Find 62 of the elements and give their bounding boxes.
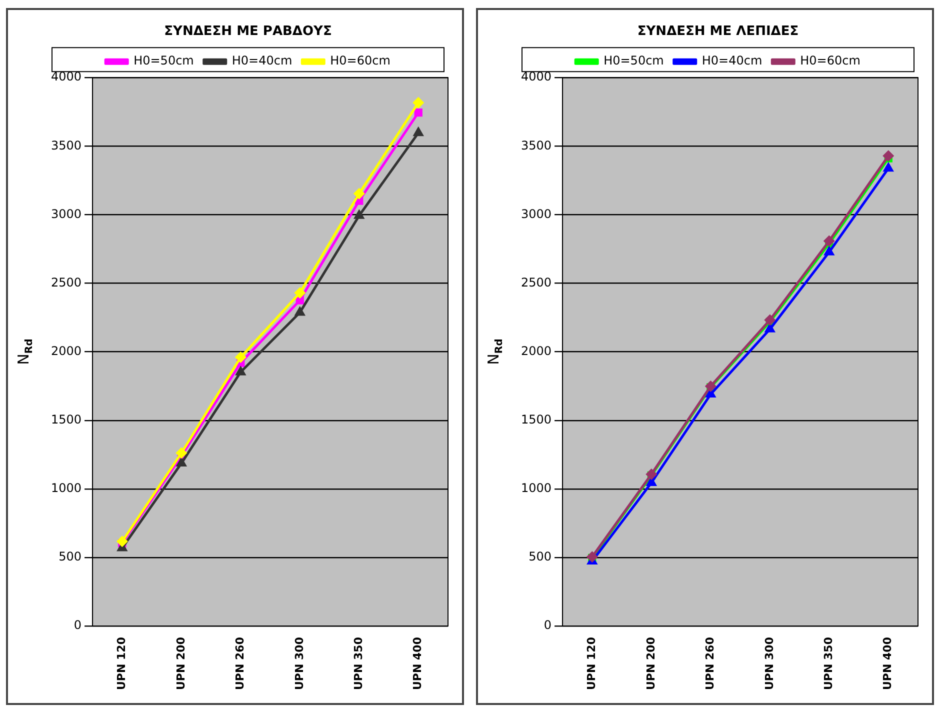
- y-tick-label: 3000: [520, 206, 552, 221]
- y-tick-label: 1000: [520, 481, 552, 496]
- point: [765, 324, 775, 332]
- x-tick-label: UPN 260: [234, 636, 247, 690]
- y-tick-label: 3500: [520, 138, 552, 152]
- y-tick-label: 1500: [520, 412, 552, 426]
- legend-label: H0=40cm: [232, 54, 292, 68]
- point: [414, 108, 422, 117]
- point: [414, 128, 424, 136]
- x-tick-label: UPN 260: [704, 636, 717, 690]
- y-tick-label: 2500: [50, 275, 82, 290]
- point: [883, 150, 894, 162]
- point: [764, 314, 776, 326]
- x-tick-label: UPN 200: [174, 636, 188, 690]
- point: [176, 458, 186, 467]
- x-tick-label: UPN 400: [881, 636, 894, 690]
- x-tick-label: UPN 200: [644, 636, 658, 690]
- y-tick-label: 1000: [50, 481, 82, 496]
- point: [413, 97, 424, 108]
- x-tick-label: UPN 350: [352, 636, 365, 690]
- point: [296, 296, 304, 304]
- x-tick-label: UPN 300: [292, 636, 306, 690]
- y-tick-label: 0: [74, 618, 82, 632]
- legend-label: H0=50cm: [604, 54, 664, 68]
- chart-title: ΣΥΝΔΕΣΗ ΜΕ ΡΑΒΔΟΥΣ: [164, 24, 332, 40]
- y-tick-label: 3500: [50, 138, 82, 152]
- y-axis-title: NRd: [14, 338, 36, 365]
- legend-label: H0=60cm: [800, 54, 860, 68]
- y-tick-label: 4000: [520, 70, 552, 84]
- legend-label: H0=40cm: [702, 54, 762, 68]
- y-tick-label: 0: [544, 618, 552, 632]
- point: [646, 477, 656, 486]
- y-tick-label: 3000: [50, 206, 82, 221]
- y-tick-label: 500: [528, 550, 552, 564]
- legend-label: H0=50cm: [134, 54, 194, 68]
- x-tick-label: UPN 300: [762, 636, 776, 690]
- point: [354, 210, 364, 219]
- y-tick-label: 2500: [520, 275, 552, 290]
- point: [706, 389, 716, 398]
- point: [236, 366, 246, 376]
- point: [295, 307, 305, 316]
- point: [884, 163, 894, 172]
- point: [824, 236, 834, 246]
- point: [705, 380, 716, 392]
- y-axis-title: NRd: [484, 338, 506, 365]
- x-tick-label: UPN 120: [115, 636, 128, 690]
- x-tick-label: UPN 400: [411, 636, 424, 690]
- chart-title: ΣΥΝΔΕΣΗ ΜΕ ΛΕΠΙΔΕΣ: [637, 24, 799, 40]
- legend-label: H0=60cm: [330, 54, 390, 68]
- point: [116, 536, 128, 547]
- point: [354, 188, 364, 199]
- x-tick-label: UPN 120: [585, 636, 598, 690]
- y-tick-label: 4000: [50, 70, 82, 84]
- y-tick-label: 2000: [520, 344, 552, 358]
- point: [824, 246, 834, 256]
- point: [646, 468, 657, 480]
- y-tick-label: 1500: [50, 412, 82, 426]
- x-tick-label: UPN 350: [822, 636, 835, 690]
- y-tick-label: 500: [58, 550, 82, 564]
- point: [235, 352, 246, 363]
- y-tick-label: 2000: [50, 344, 82, 358]
- point: [294, 288, 306, 298]
